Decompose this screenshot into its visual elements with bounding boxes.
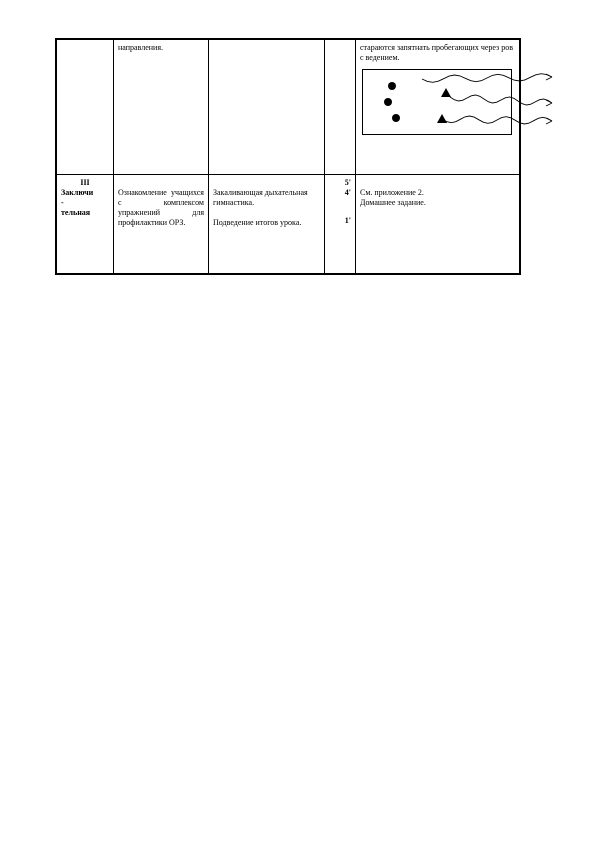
text: тельная <box>61 208 109 218</box>
text: Закаливающая дыхательная гимнастика. <box>213 188 320 208</box>
text: Домашнее задание. <box>360 198 515 208</box>
text: направления. <box>118 43 163 52</box>
arrowhead-icon <box>546 118 552 124</box>
diagram-box <box>362 69 512 135</box>
cell-r2-c0: III Заключи - тельная <box>57 175 114 274</box>
arrowhead-icon <box>546 100 552 106</box>
text: 5' <box>329 178 351 188</box>
table: направления. стараются запятнать пробега… <box>56 39 520 274</box>
table-row: III Заключи - тельная Ознакомление учащи… <box>57 175 520 274</box>
cell-r1-c2 <box>209 40 325 175</box>
text: Заключи <box>61 188 109 198</box>
cell-r1-c3 <box>325 40 356 175</box>
text: - <box>61 198 109 208</box>
lesson-table: направления. стараются запятнать пробега… <box>55 38 521 275</box>
text: 4' <box>329 188 351 198</box>
cell-r2-c3: 5' 4' 1' <box>325 175 356 274</box>
text: стараются запятнать пробегающих через ро… <box>360 43 515 63</box>
text: См. приложение 2. <box>360 188 515 198</box>
text: Ознакомление учащихся с комплексом упраж… <box>118 188 204 227</box>
text: III <box>61 178 109 188</box>
cell-r1-c0 <box>57 40 114 175</box>
cell-r1-c1: направления. <box>114 40 209 175</box>
text: 1' <box>329 216 351 226</box>
cell-r2-c1: Ознакомление учащихся с комплексом упраж… <box>114 175 209 274</box>
cell-r1-c4: стараются запятнать пробегающих через ро… <box>356 40 520 175</box>
triangle-icon <box>437 114 447 123</box>
cell-r2-c2: Закаливающая дыхательная гимнастика. Под… <box>209 175 325 274</box>
text: Подведение итогов урока. <box>213 218 320 228</box>
circle-icon <box>384 98 392 106</box>
circle-icon <box>392 114 400 122</box>
arrowhead-icon <box>546 74 552 80</box>
triangle-icon <box>441 88 451 97</box>
table-row: направления. стараются запятнать пробега… <box>57 40 520 175</box>
cell-r2-c4: См. приложение 2. Домашнее задание. <box>356 175 520 274</box>
circle-icon <box>388 82 396 90</box>
